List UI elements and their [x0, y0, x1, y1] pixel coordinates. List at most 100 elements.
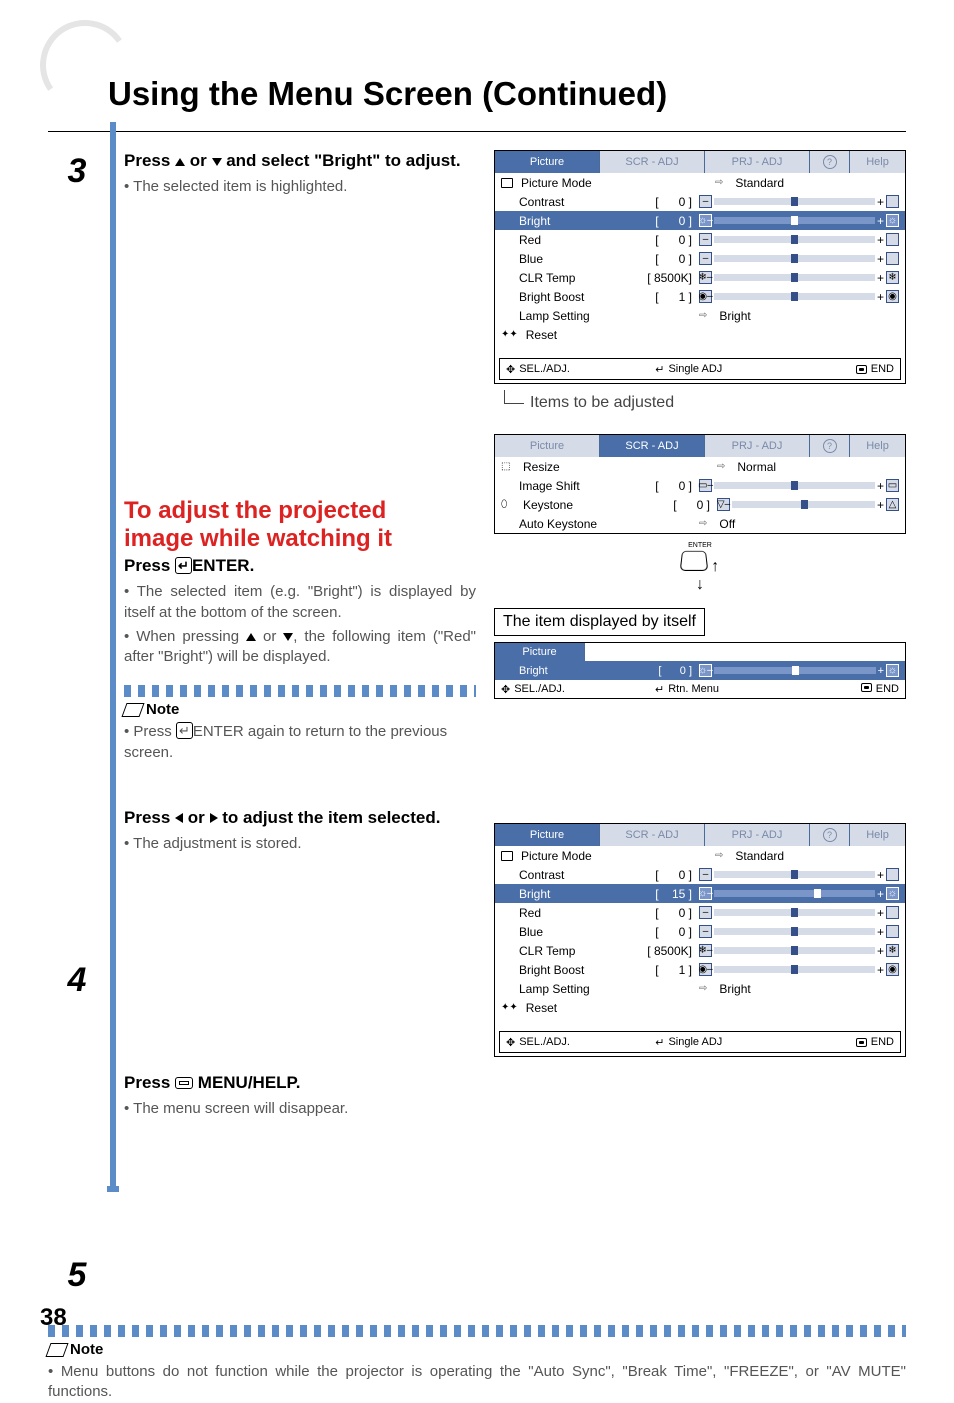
help-icon: ?: [823, 828, 837, 842]
note-text: Press ↵ENTER again to return to the prev…: [124, 722, 476, 763]
step-vertical-bar-end: [107, 1186, 119, 1192]
tab-help: Help: [850, 151, 905, 173]
row-red: Red [ 0 ] –+: [495, 903, 905, 922]
tab-scr-adj: SCR - ADJ: [600, 824, 705, 846]
menu-footer-1: ✥SEL./ADJ. ↵Single ADJ END: [499, 358, 901, 380]
step5-heading: Press MENU/HELP.: [124, 1072, 476, 1095]
red-bullet-1: The selected item (e.g. "Bright") is dis…: [124, 582, 476, 623]
step5-bullet: The menu screen will disappear.: [124, 1099, 476, 1119]
tab-help: Help: [850, 824, 905, 846]
tab-help: Help: [850, 435, 905, 457]
page-title: Using the Menu Screen (Continued): [108, 75, 906, 113]
bright-minus-icon: ☼–: [699, 214, 712, 227]
picture-menu-panel-1: Picture SCR - ADJ PRJ - ADJ ? Help Pictu…: [494, 150, 906, 384]
right-triangle-icon: [210, 813, 218, 823]
end-icon: [856, 1038, 867, 1047]
return-icon: ↵: [655, 363, 664, 376]
step4-bullet: The adjustment is stored.: [124, 834, 476, 854]
tab-prj-adj: PRJ - ADJ: [705, 435, 810, 457]
tab-help-icon: ?: [810, 435, 850, 457]
row-blue: Blue [ 0 ] –+: [495, 249, 905, 268]
cross-arrows-icon: ✥: [506, 1036, 515, 1049]
row-clr-temp: CLR Temp [ 8500K] ❄–+❄: [495, 268, 905, 287]
row-bright-boost: Bright Boost [ 1 ] ◉–+◉: [495, 287, 905, 306]
return-icon: ↵: [655, 683, 664, 696]
tab-picture: Picture: [495, 824, 600, 846]
row-keystone: ⬯ Keystone [ 0 ] ▽–+△: [495, 495, 905, 514]
row-bright-highlighted-15: Bright [ 15 ] ☼–+☼: [495, 884, 905, 903]
left-triangle-icon: [175, 813, 183, 823]
step-number-3: 3: [60, 150, 94, 197]
note-icon: [45, 1343, 68, 1357]
row-resize: ⬚ Resize ⇨ Normal: [495, 457, 905, 476]
single-footer: ✥SEL./ADJ. ↵Rtn. Menu END: [495, 680, 905, 698]
row-image-shift: Image Shift [ 0 ] ▭–+▭: [495, 476, 905, 495]
tab-scr-adj: SCR - ADJ: [600, 435, 705, 457]
enter-icon: ↵: [175, 557, 192, 574]
adjust-projected-heading: To adjust the projected image while watc…: [124, 497, 476, 552]
tv-icon: [501, 178, 513, 188]
tab-picture: Picture: [495, 151, 600, 173]
red-bullet-2: When pressing or , the following item ("…: [124, 627, 476, 668]
note-icon: [121, 703, 144, 717]
note-strip-bottom: [48, 1325, 906, 1337]
page-number: 38: [40, 1304, 67, 1332]
up-triangle-icon: [246, 633, 256, 641]
cross-arrows-icon: ✥: [501, 683, 510, 696]
return-icon: ↵: [655, 1036, 664, 1049]
row-lamp-setting: Lamp Setting ⇨ Bright: [495, 979, 905, 998]
tab-picture: Picture: [495, 435, 600, 457]
row-reset: ✦✦Reset: [495, 998, 905, 1017]
corner-decoration: [40, 20, 140, 90]
cross-arrows-icon: ✥: [506, 363, 515, 376]
row-clr-temp: CLR Temp [ 8500K] ❄–+❄: [495, 941, 905, 960]
tab-scr-adj: SCR - ADJ: [600, 151, 705, 173]
row-picture-mode: Picture Mode ⇨ Standard: [495, 173, 905, 192]
step-vertical-bar: [110, 122, 116, 1192]
end-icon: [856, 365, 867, 374]
enter-icon: ↵: [176, 722, 193, 739]
up-triangle-icon: [175, 158, 185, 166]
tab-prj-adj: PRJ - ADJ: [705, 151, 810, 173]
step-number-4: 4: [60, 959, 94, 1006]
help-icon: ?: [823, 439, 837, 453]
single-row-bright: Bright [ 0 ] ☼–+☼: [495, 661, 905, 680]
note-text-bottom: Menu buttons do not function while the p…: [48, 1362, 906, 1403]
step3-heading: Press or and select "Bright" to adjust.: [124, 150, 476, 173]
press-enter-heading: Press ↵ENTER.: [124, 556, 476, 576]
title-underline: [48, 131, 906, 132]
row-contrast: Contrast [ 0 ] –+: [495, 865, 905, 884]
row-picture-mode: Picture Mode ⇨ Standard: [495, 846, 905, 865]
down-triangle-icon: [212, 158, 222, 166]
end-icon: [861, 683, 872, 692]
tab-picture: Picture: [495, 643, 585, 661]
row-bright-boost: Bright Boost [ 1 ] ◉–+◉: [495, 960, 905, 979]
row-contrast: Contrast [ 0 ] –+: [495, 192, 905, 211]
single-bright-panel: Picture Bright [ 0 ] ☼–+☼ ✥SEL./ADJ. ↵Rt…: [494, 642, 906, 699]
menu-button-icon: [175, 1077, 193, 1089]
step-number-5: 5: [60, 1254, 94, 1301]
step3-bullet: The selected item is highlighted.: [124, 177, 476, 197]
tab-help-icon: ?: [810, 151, 850, 173]
scr-adj-menu-panel: Picture SCR - ADJ PRJ - ADJ ? Help ⬚ Res…: [494, 434, 906, 534]
row-auto-keystone: Auto Keystone ⇨ Off: [495, 514, 905, 533]
bright-plus-icon: ☼: [886, 214, 899, 227]
callout-connector: [504, 390, 524, 404]
row-lamp-setting: Lamp Setting ⇨ Bright: [495, 306, 905, 325]
step4-heading: Press or to adjust the item selected.: [124, 807, 476, 830]
enter-button-icon: [679, 551, 708, 571]
caption-items-adjusted: Items to be adjusted: [530, 394, 674, 412]
help-icon: ?: [823, 155, 837, 169]
enter-button-graphic: ENTER ↑↓: [494, 542, 906, 594]
menu-footer-2: ✥SEL./ADJ. ↵Single ADJ END: [499, 1031, 901, 1053]
tab-prj-adj: PRJ - ADJ: [705, 824, 810, 846]
down-triangle-icon: [283, 633, 293, 641]
tab-help-icon: ?: [810, 824, 850, 846]
caption-item-by-itself: The item displayed by itself: [494, 608, 705, 636]
picture-menu-panel-2: Picture SCR - ADJ PRJ - ADJ ? Help Pictu…: [494, 823, 906, 1057]
row-bright-highlighted: Bright [ 0 ] ☼–+☼: [495, 211, 905, 230]
note-label-bottom: Note: [48, 1341, 906, 1358]
note-strip: [124, 685, 476, 697]
row-reset: ✦✦Reset: [495, 325, 905, 344]
note-label: Note: [124, 701, 476, 718]
